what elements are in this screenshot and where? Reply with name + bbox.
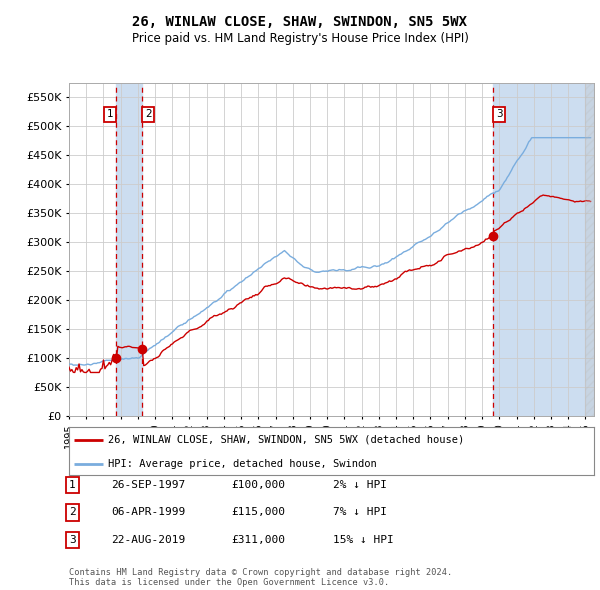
Text: 7% ↓ HPI: 7% ↓ HPI (333, 507, 387, 517)
Text: 2: 2 (145, 110, 152, 120)
Text: 1: 1 (107, 110, 113, 120)
Text: 3: 3 (496, 110, 502, 120)
Text: 22-AUG-2019: 22-AUG-2019 (111, 535, 185, 545)
Text: 2% ↓ HPI: 2% ↓ HPI (333, 480, 387, 490)
Text: Contains HM Land Registry data © Crown copyright and database right 2024.
This d: Contains HM Land Registry data © Crown c… (69, 568, 452, 587)
Text: 2: 2 (69, 507, 76, 517)
Bar (493, 83, 594, 416)
Bar (116, 83, 142, 416)
Text: £100,000: £100,000 (231, 480, 285, 490)
Text: 26, WINLAW CLOSE, SHAW, SWINDON, SN5 5WX (detached house): 26, WINLAW CLOSE, SHAW, SWINDON, SN5 5WX… (109, 435, 464, 445)
Bar (586, 83, 594, 416)
Text: 26, WINLAW CLOSE, SHAW, SWINDON, SN5 5WX: 26, WINLAW CLOSE, SHAW, SWINDON, SN5 5WX (133, 15, 467, 29)
Text: Price paid vs. HM Land Registry's House Price Index (HPI): Price paid vs. HM Land Registry's House … (131, 32, 469, 45)
Text: 06-APR-1999: 06-APR-1999 (111, 507, 185, 517)
Text: 15% ↓ HPI: 15% ↓ HPI (333, 535, 394, 545)
Text: 3: 3 (69, 535, 76, 545)
Text: £115,000: £115,000 (231, 507, 285, 517)
Text: £311,000: £311,000 (231, 535, 285, 545)
Text: 1: 1 (69, 480, 76, 490)
Text: 26-SEP-1997: 26-SEP-1997 (111, 480, 185, 490)
Text: HPI: Average price, detached house, Swindon: HPI: Average price, detached house, Swin… (109, 459, 377, 469)
